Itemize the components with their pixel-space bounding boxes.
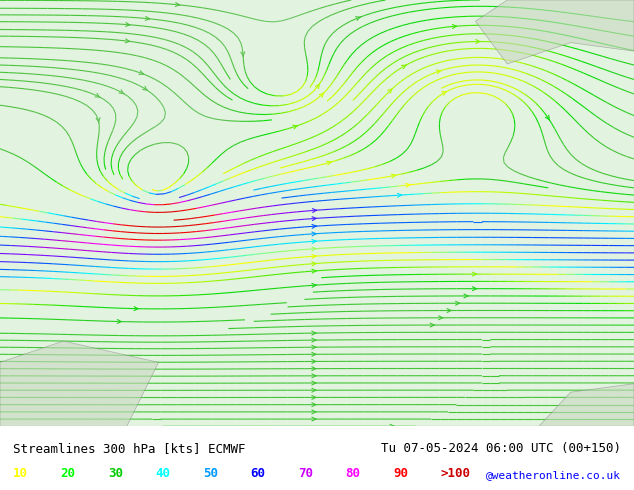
FancyArrowPatch shape xyxy=(406,183,410,187)
FancyArrowPatch shape xyxy=(312,360,316,364)
Text: 30: 30 xyxy=(108,467,123,480)
FancyArrowPatch shape xyxy=(312,381,316,385)
Text: 20: 20 xyxy=(60,467,75,480)
FancyArrowPatch shape xyxy=(143,86,148,91)
FancyArrowPatch shape xyxy=(134,307,138,311)
Text: 50: 50 xyxy=(203,467,218,480)
FancyArrowPatch shape xyxy=(430,323,434,327)
FancyArrowPatch shape xyxy=(327,161,331,165)
FancyArrowPatch shape xyxy=(139,71,144,74)
FancyArrowPatch shape xyxy=(442,92,446,95)
Text: Tu 07-05-2024 06:00 UTC (00+150): Tu 07-05-2024 06:00 UTC (00+150) xyxy=(381,442,621,455)
FancyArrowPatch shape xyxy=(312,240,316,244)
Text: Streamlines 300 hPa [kts] ECMWF: Streamlines 300 hPa [kts] ECMWF xyxy=(13,442,245,455)
Text: 90: 90 xyxy=(393,467,408,480)
FancyArrowPatch shape xyxy=(312,262,316,266)
FancyArrowPatch shape xyxy=(312,247,316,251)
FancyArrowPatch shape xyxy=(313,209,316,213)
FancyArrowPatch shape xyxy=(95,94,100,97)
FancyArrowPatch shape xyxy=(126,23,130,26)
FancyArrowPatch shape xyxy=(241,52,245,57)
FancyArrowPatch shape xyxy=(390,424,394,428)
FancyArrowPatch shape xyxy=(312,352,316,356)
FancyArrowPatch shape xyxy=(315,84,320,89)
FancyArrowPatch shape xyxy=(145,17,150,21)
Text: 10: 10 xyxy=(13,467,28,480)
FancyArrowPatch shape xyxy=(312,410,316,414)
FancyArrowPatch shape xyxy=(464,294,468,298)
Polygon shape xyxy=(476,0,634,64)
Polygon shape xyxy=(539,384,634,426)
FancyArrowPatch shape xyxy=(453,24,456,28)
FancyArrowPatch shape xyxy=(312,403,316,407)
Text: >100: >100 xyxy=(441,467,470,480)
FancyArrowPatch shape xyxy=(319,93,324,98)
FancyArrowPatch shape xyxy=(398,194,402,197)
Text: @weatheronline.co.uk: @weatheronline.co.uk xyxy=(486,470,621,480)
FancyArrowPatch shape xyxy=(312,224,316,228)
FancyArrowPatch shape xyxy=(176,2,179,6)
FancyArrowPatch shape xyxy=(401,65,406,69)
FancyArrowPatch shape xyxy=(439,316,443,320)
FancyArrowPatch shape xyxy=(312,283,316,287)
FancyArrowPatch shape xyxy=(456,301,460,305)
FancyArrowPatch shape xyxy=(476,40,480,44)
FancyArrowPatch shape xyxy=(119,90,124,94)
FancyArrowPatch shape xyxy=(391,174,396,178)
FancyArrowPatch shape xyxy=(387,89,392,93)
Polygon shape xyxy=(0,341,158,426)
FancyArrowPatch shape xyxy=(312,374,316,378)
FancyArrowPatch shape xyxy=(312,395,316,399)
FancyArrowPatch shape xyxy=(312,331,316,335)
FancyArrowPatch shape xyxy=(447,309,451,313)
FancyArrowPatch shape xyxy=(545,115,550,121)
Text: 60: 60 xyxy=(250,467,266,480)
FancyArrowPatch shape xyxy=(356,17,360,21)
FancyArrowPatch shape xyxy=(312,338,316,342)
FancyArrowPatch shape xyxy=(312,388,316,392)
FancyArrowPatch shape xyxy=(472,287,477,291)
FancyArrowPatch shape xyxy=(312,367,316,370)
Text: 70: 70 xyxy=(298,467,313,480)
FancyArrowPatch shape xyxy=(312,417,316,421)
FancyArrowPatch shape xyxy=(312,232,316,236)
FancyArrowPatch shape xyxy=(117,319,122,323)
Text: 80: 80 xyxy=(346,467,361,480)
FancyArrowPatch shape xyxy=(293,125,297,129)
FancyArrowPatch shape xyxy=(126,39,129,43)
FancyArrowPatch shape xyxy=(312,345,316,349)
FancyArrowPatch shape xyxy=(312,217,316,221)
FancyArrowPatch shape xyxy=(312,254,316,258)
FancyArrowPatch shape xyxy=(436,70,441,74)
FancyArrowPatch shape xyxy=(96,118,100,123)
FancyArrowPatch shape xyxy=(472,272,477,276)
FancyArrowPatch shape xyxy=(312,269,316,273)
Text: 40: 40 xyxy=(155,467,171,480)
